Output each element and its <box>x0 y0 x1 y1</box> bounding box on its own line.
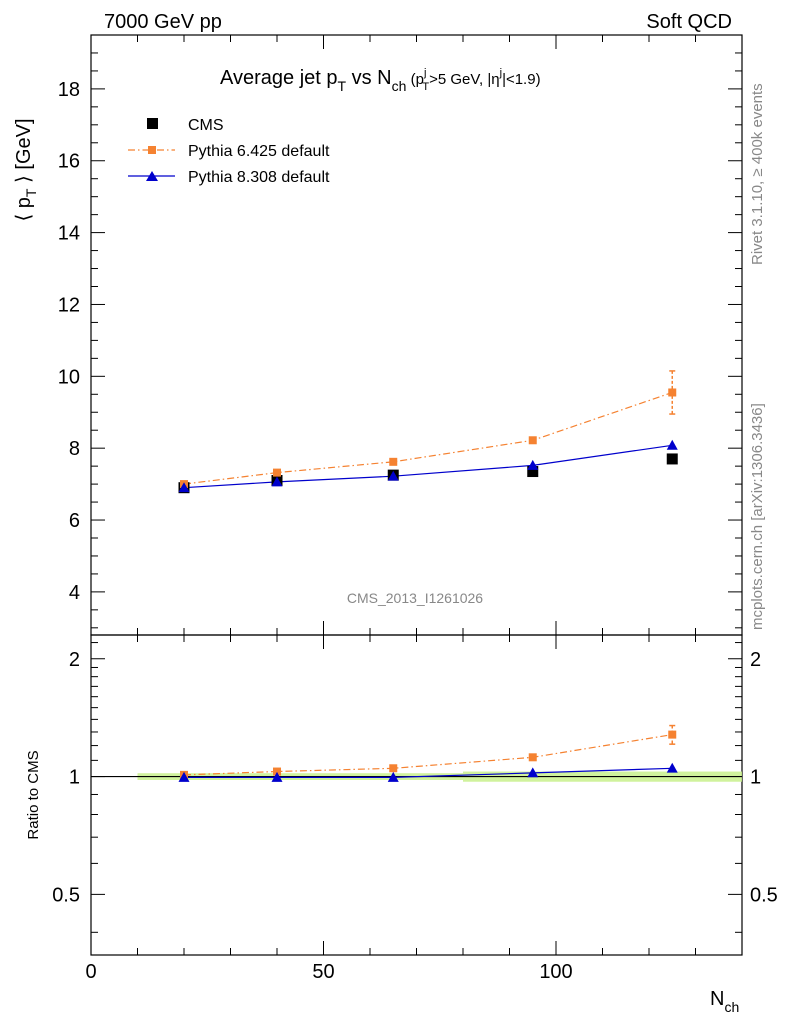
legend-label-pythia8: Pythia 8.308 default <box>188 169 330 186</box>
chart-title: Average jet pT vs Nch (pj T>5 GeV, |ηj|<1… <box>220 67 541 94</box>
y-tick-label: 14 <box>58 223 80 245</box>
y-tick-label: 8 <box>69 438 80 460</box>
ratio-pythia6-point <box>273 767 281 776</box>
ratio-y-axis-label: Ratio to CMS <box>25 750 42 839</box>
y-tick-label: 12 <box>58 294 80 316</box>
cms-point <box>666 453 678 465</box>
pythia8-point <box>527 459 539 470</box>
pythia8-point <box>387 470 399 481</box>
legend-label-pythia6: Pythia 6.425 default <box>188 143 330 160</box>
legend-marker-pythia6 <box>148 146 156 154</box>
ratio-pythia6-point <box>528 753 537 762</box>
ratio-y-tick-label: 0.5 <box>52 884 80 906</box>
y-tick-label: 4 <box>69 582 80 604</box>
x-axis-label: Nch <box>710 988 739 1015</box>
rivet-label: Rivet 3.1.10, ≥ 400k events <box>749 83 766 265</box>
analysis-tag: CMS_2013_I1261026 <box>347 590 483 606</box>
ratio-y-tick-label-right: 2 <box>750 649 761 671</box>
ratio-pythia6-point <box>668 730 677 739</box>
pythia6-point <box>528 436 537 445</box>
series-line-pythia6 <box>183 391 673 485</box>
legend-label-cms: CMS <box>188 117 224 134</box>
y-tick-label: 10 <box>58 366 80 388</box>
ratio-y-tick-label: 2 <box>69 649 80 671</box>
legend: CMS Pythia 6.425 default Pythia 8.308 de… <box>128 117 330 186</box>
x-tick-label: 100 <box>539 961 572 983</box>
source-label: mcplots.cern.ch [arXiv:1306.3436] <box>749 403 766 630</box>
ratio-pythia8-point <box>178 771 190 782</box>
y-tick-label: 16 <box>58 151 80 173</box>
ratio-pythia8-point <box>271 771 283 782</box>
ratio-pythia8-point <box>387 771 399 782</box>
y-tick-label: 18 <box>58 79 80 101</box>
ratio-y-tick-label-right: 1 <box>750 767 761 789</box>
pythia8-point <box>666 439 678 450</box>
y-tick-label: 6 <box>69 510 80 532</box>
ratio-pythia8-point <box>527 767 539 778</box>
pythia8-point <box>178 482 190 493</box>
header-left: 7000 GeV pp <box>104 11 222 33</box>
header-right: Soft QCD <box>646 11 732 33</box>
ratio-pythia8-point <box>666 762 678 773</box>
pythia8-point <box>271 476 283 487</box>
pythia6-point <box>389 457 398 466</box>
cms-point <box>527 466 539 478</box>
y-axis-label: ⟨ pT ⟩ [GeV] <box>13 118 39 221</box>
legend-marker-pythia8 <box>146 171 158 181</box>
series-line-pythia8 <box>183 444 673 489</box>
x-tick-label: 0 <box>85 961 96 983</box>
x-tick-label: 50 <box>312 961 334 983</box>
pythia6-point <box>273 468 281 477</box>
ratio-line-pythia6 <box>183 734 673 776</box>
ratio-frame <box>90 634 743 956</box>
pythia6-point <box>668 388 677 397</box>
legend-marker-cms <box>147 118 158 129</box>
ratio-y-tick-label: 1 <box>69 767 80 789</box>
ratio-pythia6-point <box>389 764 398 773</box>
ratio-y-tick-label-right: 0.5 <box>750 884 778 906</box>
